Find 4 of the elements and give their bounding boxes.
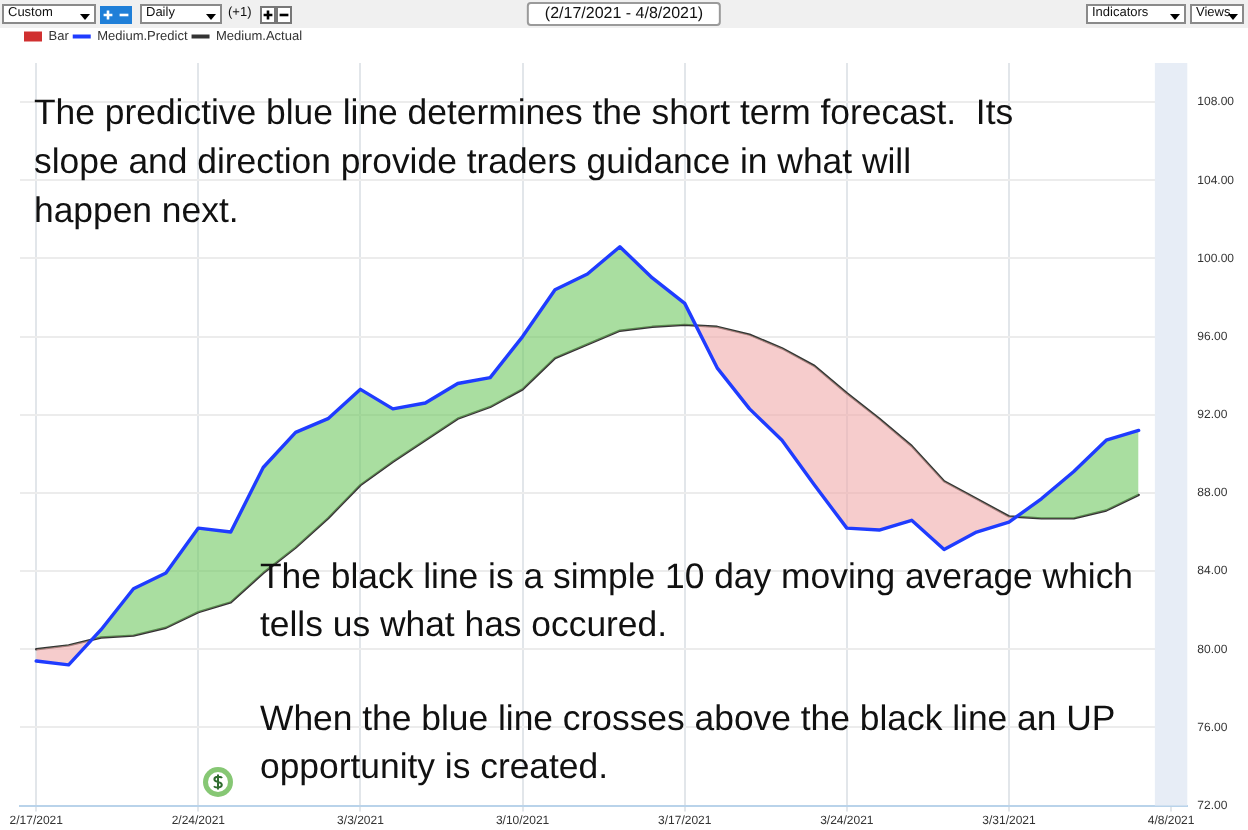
annotation: The predictive blue line determines the short term forecast. Its slope and direction provide traders guidance in what will happen next. <box>34 91 1014 230</box>
chart-title: (2/17/2021 - 4/8/2021) <box>526 2 722 26</box>
annotation: The black line is a simple 10 day moving average which tells us what has occured. <box>260 555 1134 644</box>
annotation: When the blue line crosses above the black line an UP opportunity is created. <box>260 697 1116 786</box>
